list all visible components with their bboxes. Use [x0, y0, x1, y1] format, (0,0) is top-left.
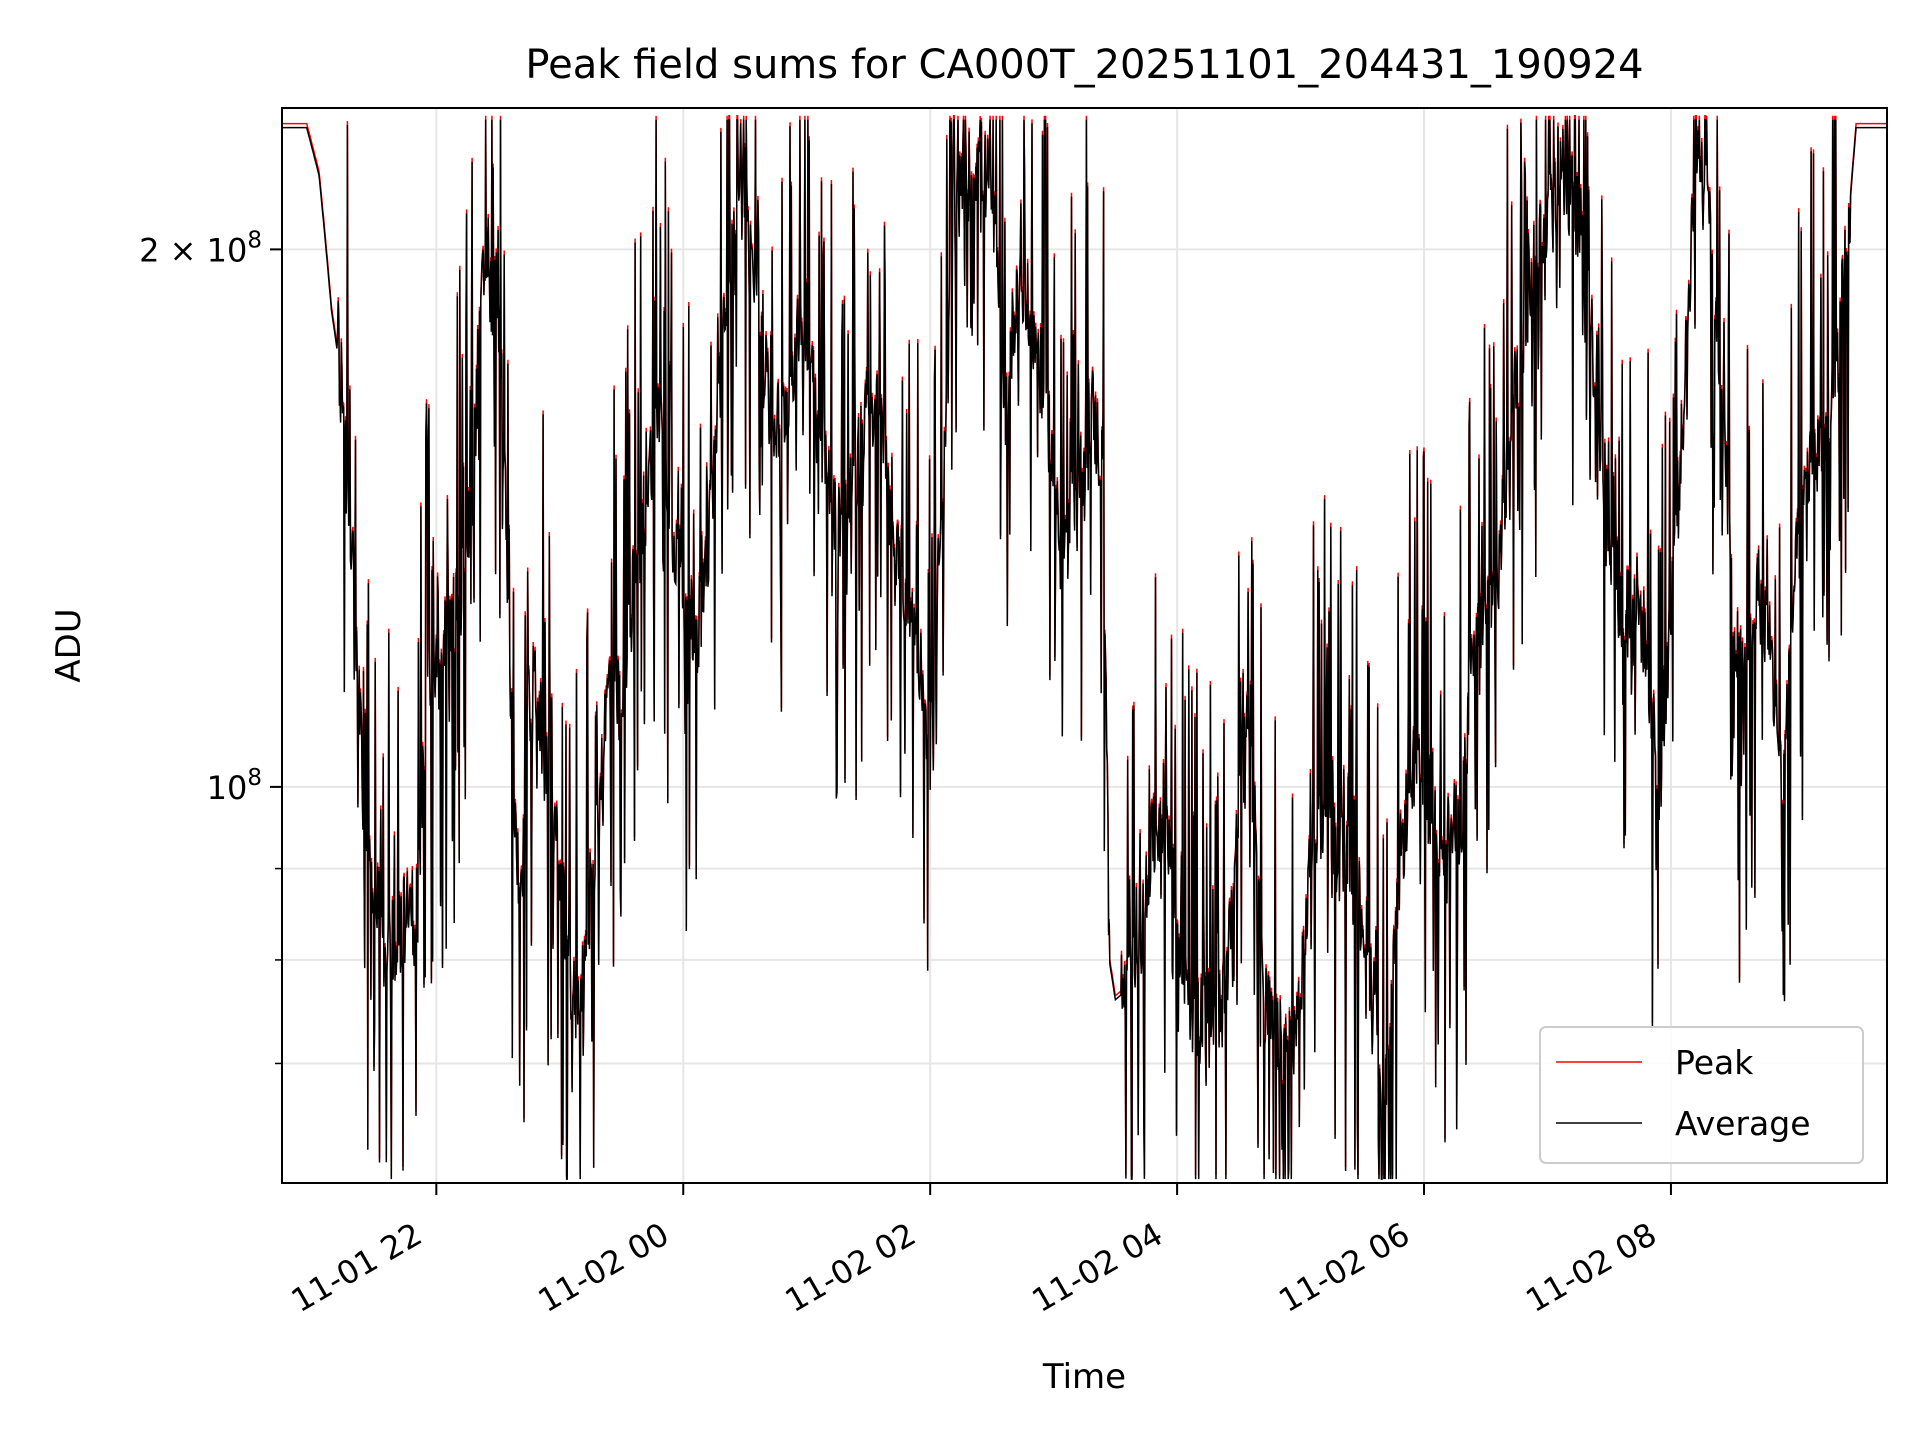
- plot-frame: [281, 107, 1888, 1184]
- legend: Peak Average: [1539, 1026, 1864, 1164]
- series-lines: [282, 114, 1887, 1180]
- y-tick-mantissa: 2 ×: [139, 231, 207, 269]
- series-line-average: [282, 118, 1887, 1180]
- legend-label-peak: Peak: [1675, 1043, 1754, 1082]
- legend-box: [1539, 1026, 1864, 1164]
- y-tick-exponent: 8: [247, 227, 262, 253]
- y-tick-exponent: 8: [247, 765, 262, 791]
- chart-title: Peak field sums for CA000T_20251101_2044…: [525, 42, 1643, 88]
- y-tick-base: 10: [207, 231, 248, 269]
- y-tick-base: 10: [207, 769, 248, 807]
- x-axis-label: Time: [1042, 1357, 1126, 1397]
- y-axis-label: ADU: [49, 608, 89, 682]
- y-tick-label: 2 × 108: [139, 227, 262, 269]
- legend-label-average: Average: [1675, 1104, 1811, 1143]
- y-tick-label: 108: [207, 765, 262, 807]
